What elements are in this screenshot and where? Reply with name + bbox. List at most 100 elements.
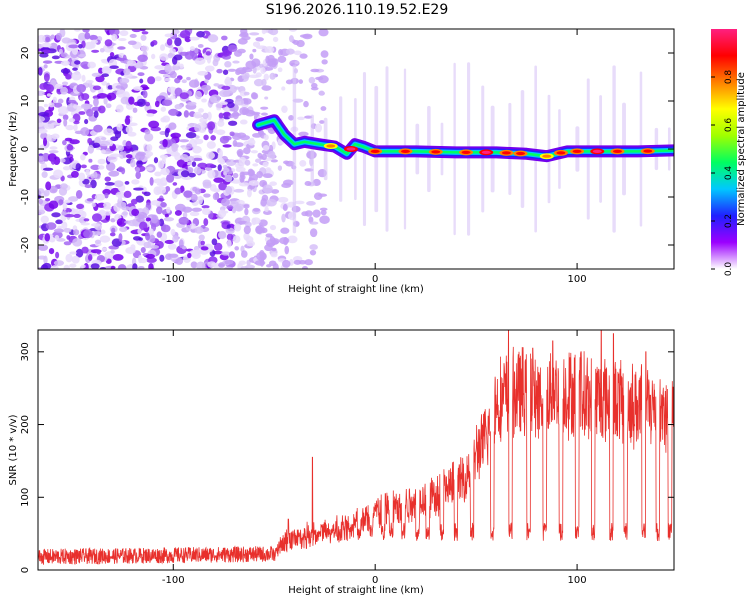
- noise-blob: [146, 143, 153, 152]
- noise-blob: [158, 218, 165, 227]
- noise-blob: [277, 196, 289, 203]
- noise-blob: [269, 224, 277, 231]
- noise-blob: [218, 262, 226, 269]
- noise-blob: [62, 139, 67, 146]
- noise-blob: [252, 163, 259, 167]
- noise-blob: [319, 207, 328, 211]
- noise-blob: [99, 235, 111, 243]
- noise-blob: [61, 221, 68, 230]
- snr-ytick-label: 100: [20, 488, 31, 507]
- noise-blob: [80, 222, 90, 226]
- noise-blob: [178, 139, 190, 143]
- noise-blob: [266, 239, 276, 248]
- colorbar-gradient: [711, 29, 737, 269]
- noise-blob: [172, 235, 179, 243]
- noise-blob: [54, 235, 60, 240]
- noise-blob: [282, 259, 291, 268]
- noise-blob: [97, 165, 105, 170]
- noise-blob: [242, 98, 252, 105]
- noise-blob: [189, 249, 200, 257]
- noise-blob: [132, 263, 138, 269]
- noise-blob: [179, 30, 191, 39]
- noise-blob: [194, 124, 202, 132]
- noise-blob: [258, 129, 265, 136]
- noise-blob: [189, 211, 200, 217]
- noise-blob: [299, 53, 308, 59]
- noise-blob: [174, 77, 181, 84]
- noise-blob: [133, 187, 144, 191]
- noise-blob: [159, 254, 165, 262]
- noise-blob: [253, 78, 264, 87]
- noise-blob: [116, 217, 127, 227]
- noise-blob: [92, 142, 101, 148]
- noise-blob: [85, 79, 94, 84]
- noise-blob: [144, 101, 151, 107]
- noise-blob: [118, 233, 123, 242]
- noise-blob: [73, 229, 80, 236]
- noise-blob: [87, 144, 95, 154]
- noise-blob: [109, 65, 119, 70]
- noise-blob: [38, 90, 45, 96]
- noise-blob: [309, 228, 318, 238]
- noise-blob: [154, 65, 165, 70]
- noise-blob: [277, 165, 283, 171]
- noise-blob: [75, 163, 81, 172]
- noise-blob: [217, 120, 225, 127]
- noise-blob: [110, 265, 116, 269]
- noise-blob: [69, 251, 77, 255]
- noise-blob: [288, 115, 295, 121]
- noise-blob: [116, 201, 127, 208]
- noise-blob: [241, 171, 250, 176]
- noise-blob: [61, 210, 67, 216]
- noise-blob: [43, 123, 55, 130]
- noise-blob: [224, 259, 234, 265]
- noise-blob: [76, 83, 87, 93]
- noise-blob: [115, 85, 123, 89]
- noise-blob: [267, 150, 276, 160]
- colorbar-tick-label: 0.6: [724, 118, 734, 133]
- noise-blob: [314, 123, 323, 133]
- snr-ytick-label: 0: [20, 567, 31, 573]
- noise-blob: [48, 200, 59, 209]
- noise-blob: [174, 37, 182, 47]
- noise-blob: [93, 171, 98, 179]
- noise-blob: [164, 33, 174, 38]
- noise-blob: [63, 264, 70, 269]
- noise-blob: [86, 197, 94, 202]
- noise-blob: [151, 40, 158, 46]
- noise-blob: [207, 121, 216, 131]
- noise-blob: [174, 104, 183, 110]
- noise-blob: [96, 92, 108, 99]
- noise-blob: [164, 77, 171, 82]
- noise-blob: [72, 238, 83, 247]
- spectrogram-ytick-label: -20: [20, 237, 31, 253]
- snr-xtick-label: -100: [162, 575, 185, 586]
- noise-blob: [94, 239, 102, 245]
- noise-blob: [42, 262, 52, 269]
- noise-blob: [157, 160, 165, 169]
- noise-blob: [239, 119, 248, 125]
- noise-blob: [255, 158, 262, 163]
- noise-blob: [167, 52, 174, 59]
- noise-blob: [81, 246, 89, 254]
- noise-blob: [62, 201, 67, 211]
- noise-blob: [82, 29, 90, 33]
- noise-blob: [111, 227, 116, 234]
- noise-blob: [260, 106, 269, 110]
- noise-blob: [189, 46, 196, 51]
- noise-blob: [87, 253, 93, 262]
- noise-blob: [48, 237, 56, 243]
- noise-blob: [80, 61, 90, 69]
- noise-blob: [159, 131, 167, 136]
- noise-blob: [102, 206, 112, 210]
- noise-blob: [160, 224, 171, 233]
- noise-blob: [116, 123, 123, 132]
- noise-blob: [263, 73, 269, 81]
- noise-blob: [137, 228, 142, 235]
- noise-blob: [318, 29, 329, 37]
- noise-blob: [58, 199, 64, 206]
- noise-blob: [261, 153, 267, 161]
- noise-blob: [264, 46, 275, 54]
- noise-blob: [140, 246, 146, 254]
